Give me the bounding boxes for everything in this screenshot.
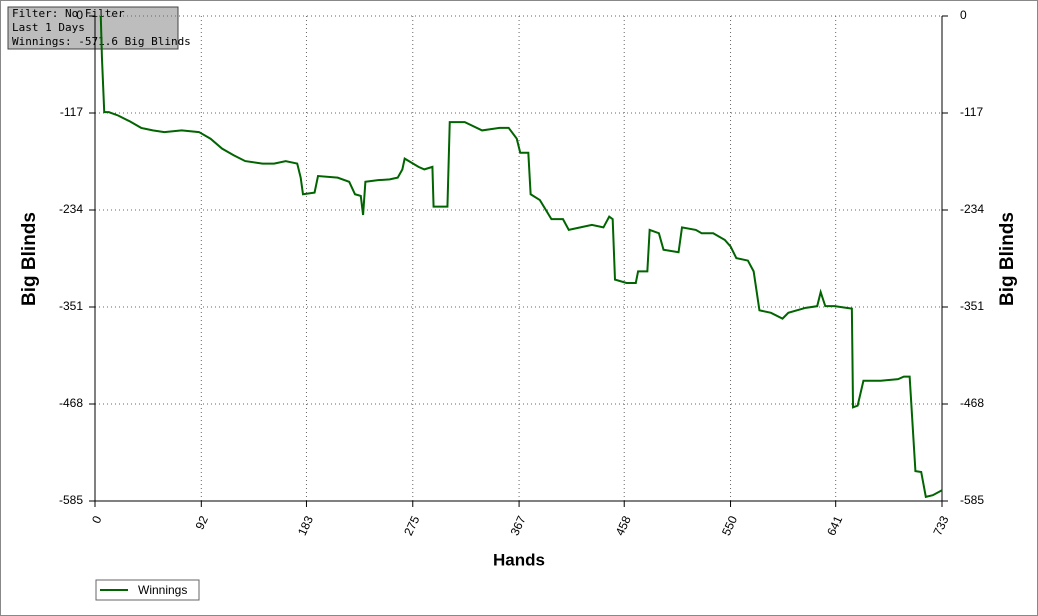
x-tick-label: 92 <box>193 513 211 531</box>
info-line: Last 1 Days <box>12 21 85 34</box>
info-box-bg <box>7 6 179 50</box>
y-tick-label: -468 <box>59 396 83 410</box>
y2-tick-label: 0 <box>960 8 967 22</box>
legend: Winnings <box>95 579 200 601</box>
x-axis-label: Hands <box>493 550 545 569</box>
y-tick-label: -585 <box>59 493 83 507</box>
legend-label: Winnings <box>138 583 187 597</box>
line-series <box>99 15 943 499</box>
y2-tick-label: -585 <box>960 493 984 507</box>
y-tick-label: -234 <box>59 202 83 216</box>
legend-box <box>95 579 200 601</box>
y-axis-label: Big Blinds <box>19 212 40 306</box>
info-box: Filter: No Filter Last 1 Days Winnings: … <box>7 6 191 50</box>
y2-tick-label: -117 <box>960 105 983 119</box>
y2-tick-label: -234 <box>960 202 984 216</box>
y2-axis-label: Big Blinds <box>997 212 1018 306</box>
y-tick-label: -351 <box>59 299 83 313</box>
y2-tick-label: -468 <box>960 396 984 410</box>
y-tick-label: -117 <box>60 105 83 119</box>
y2-tick-label: -351 <box>960 299 984 313</box>
info-line: Filter: No Filter <box>12 7 125 20</box>
y-tick-label: 0 <box>76 8 83 22</box>
